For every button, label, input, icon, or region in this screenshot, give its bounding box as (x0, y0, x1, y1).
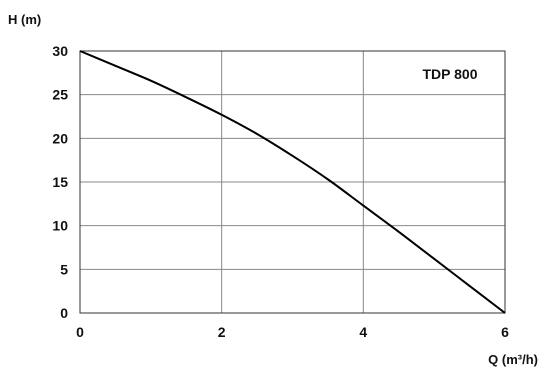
y-tick-labels: 0 5 10 15 20 25 30 (52, 43, 68, 321)
x-tick-label: 2 (218, 324, 226, 340)
y-tick-label: 30 (52, 43, 68, 59)
y-tick-label: 20 (52, 130, 68, 146)
x-axis-label: Q (m³/h) (488, 352, 538, 367)
y-axis-label: H (m) (8, 12, 41, 27)
x-tick-label: 0 (76, 324, 84, 340)
y-tick-label: 10 (52, 218, 68, 234)
y-tick-label: 25 (52, 87, 68, 103)
model-label: TDP 800 (423, 66, 478, 82)
x-tick-label: 4 (359, 324, 367, 340)
plot-frame (79, 50, 506, 314)
grid-lines (80, 51, 505, 313)
y-tick-label: 5 (60, 261, 68, 277)
y-tick-label: 15 (52, 174, 68, 190)
x-tick-labels: 0 2 4 6 (76, 324, 509, 340)
x-tick-label: 6 (501, 324, 509, 340)
y-tick-label: 0 (60, 305, 68, 321)
series-line (79, 50, 506, 314)
